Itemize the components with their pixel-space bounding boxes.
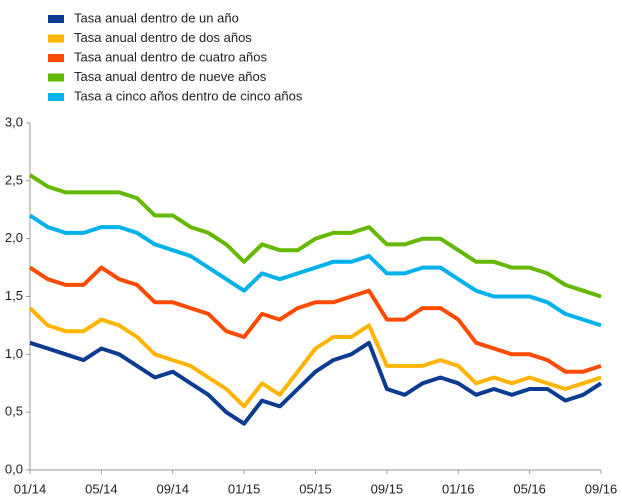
legend-swatch xyxy=(48,34,64,43)
x-tick-label: 01/15 xyxy=(228,481,261,496)
y-tick-label: 1,5 xyxy=(5,288,23,303)
legend-label: Tasa anual dentro de dos años xyxy=(74,30,252,45)
x-tick-label: 01/16 xyxy=(442,481,475,496)
y-tick-label: 3,0 xyxy=(5,114,23,129)
x-tick-label: 09/16 xyxy=(585,481,618,496)
y-tick-label: 2,5 xyxy=(5,172,23,187)
x-tick-label: 09/15 xyxy=(371,481,404,496)
x-tick-label: 01/14 xyxy=(14,481,47,496)
legend-swatch xyxy=(48,54,64,62)
y-tick-label: 0,5 xyxy=(5,404,23,419)
y-tick-label: 0,0 xyxy=(5,461,23,476)
series-line xyxy=(29,340,603,426)
y-tick-label: 1,0 xyxy=(5,346,23,361)
legend-label: Tasa a cinco años dentro de cinco años xyxy=(74,88,303,103)
x-tick-label: 09/14 xyxy=(156,481,189,496)
legend-label: Tasa anual dentro de un año xyxy=(74,10,239,25)
x-tick-label: 05/15 xyxy=(299,481,332,496)
legend-label: Tasa anual dentro de cuatro años xyxy=(74,49,267,64)
series-line xyxy=(28,306,602,409)
y-tick-label: 2,0 xyxy=(5,230,23,245)
x-tick-label: 05/14 xyxy=(85,481,118,496)
legend-swatch xyxy=(48,93,64,101)
x-tick-label: 05/16 xyxy=(513,481,546,496)
series-line xyxy=(28,173,602,299)
legend-label: Tasa anual dentro de nueve años xyxy=(74,69,267,84)
legend-swatch xyxy=(48,15,64,23)
series-line xyxy=(28,265,602,374)
series-line xyxy=(28,213,602,328)
legend-swatch xyxy=(48,73,64,82)
